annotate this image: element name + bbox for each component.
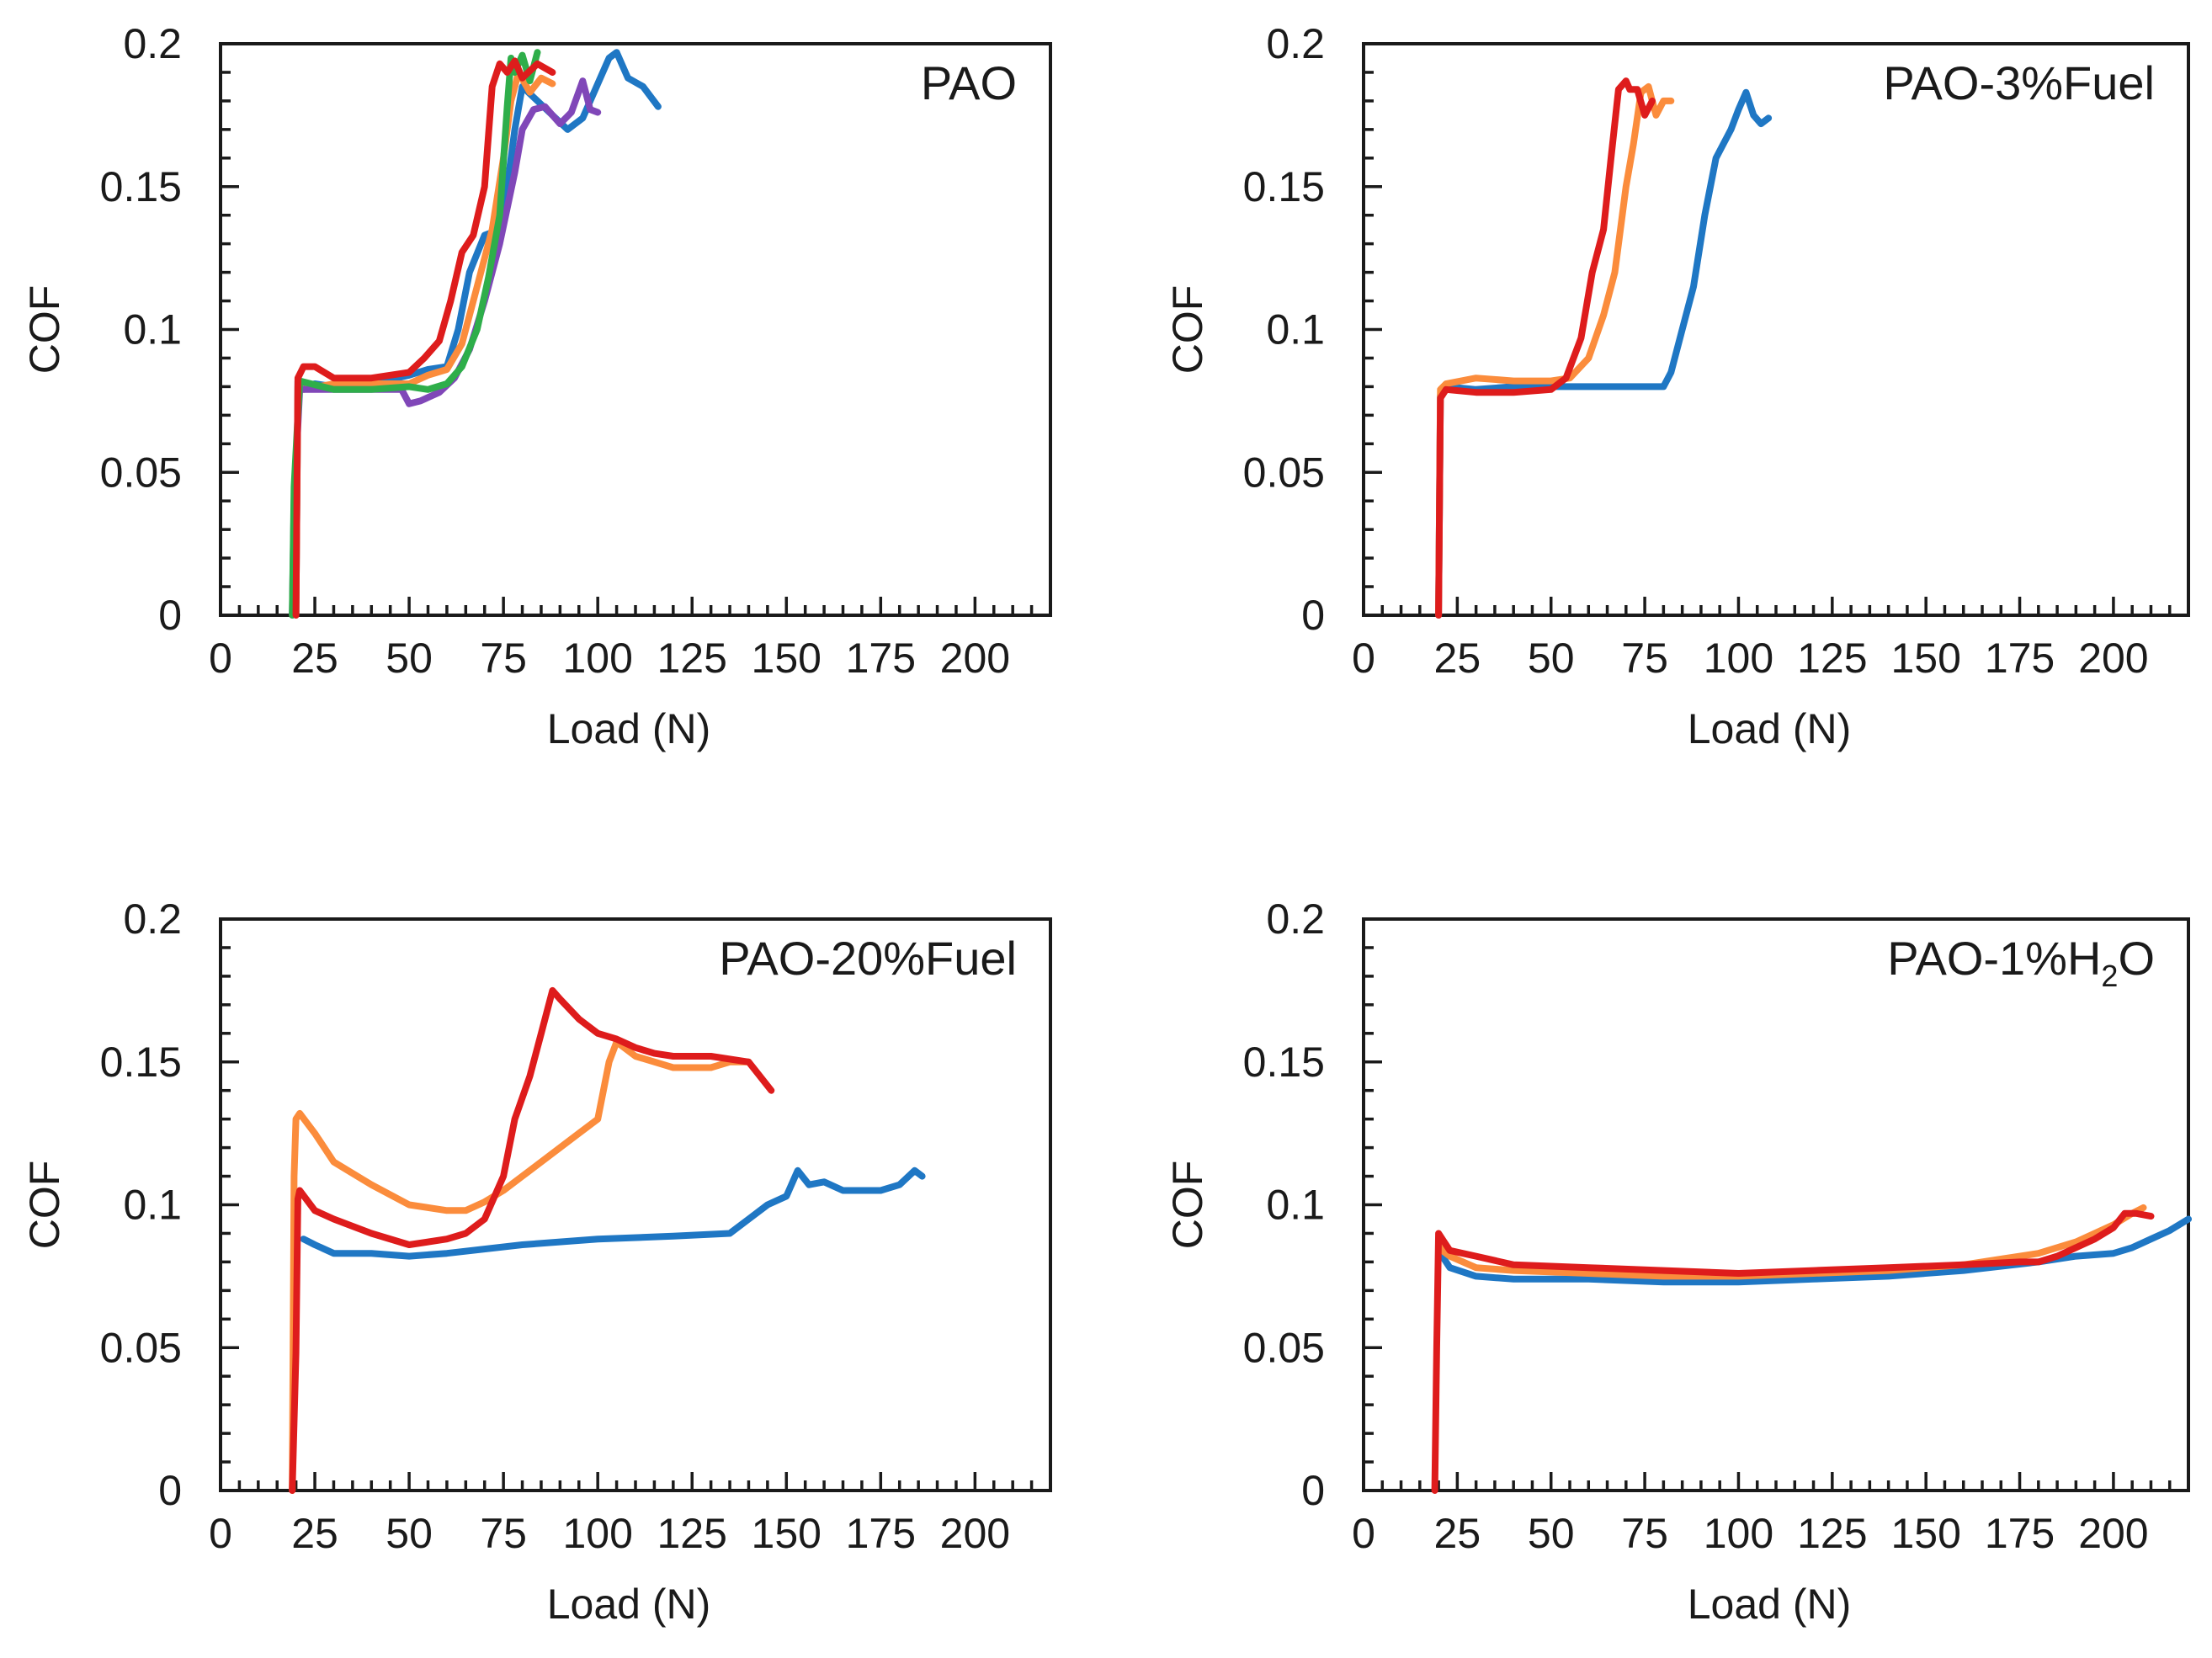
y-tick-label: 0 [158,592,182,639]
chart-panel-pao-3pct-fuel: 0 25 50 75 100 125 150 175 200 0 0.05 0.1 0.15 0.2 Loa… [1164,20,2190,752]
x-tick-label: 75 [1621,635,1668,682]
y-tick-label: 0.15 [100,163,182,210]
x-axis-title: Load (N) [547,1581,711,1628]
y-tick-label: 0.15 [1243,163,1325,210]
x-tick-label: 25 [291,1510,338,1557]
series-line-3 [1435,77,1656,619]
x-tick-label: 25 [1434,1510,1481,1557]
y-tick-label: 0 [158,1467,182,1514]
plot-area-frame [1362,917,2190,1492]
x-tick-label: 75 [480,635,527,682]
y-tick-label: 0 [1301,592,1325,639]
y-tick-label: 0.1 [1266,1182,1325,1229]
y-tick-label: 0.1 [123,306,182,353]
chart-panel-pao-1pct-h2o: 0 25 50 75 100 125 150 175 200 0 0.05 0.1 0.15 0.2 Loa… [1164,895,2192,1628]
x-tick-label: 75 [480,1510,527,1557]
x-tick-label: 125 [657,635,727,682]
series-line-1 [1435,1215,2192,1286]
x-tick-label: 150 [752,1510,822,1557]
y-axis-title: COF [1164,1161,1211,1250]
y-tick-label: 0.15 [1243,1039,1325,1086]
x-tick-label: 125 [1797,635,1867,682]
x-tick-label: 75 [1621,1510,1668,1557]
x-tick-label: 0 [1352,1510,1375,1557]
y-tick-label: 0.1 [123,1182,182,1229]
x-tick-label: 50 [1528,1510,1575,1557]
series-line-3 [289,986,775,1494]
y-tick-label: 0.2 [123,20,182,67]
chart-panel-pao: 0 25 50 75 100 125 150 175 200 0 0.05 0.1 0.15 0.2 Loa… [21,20,1052,752]
series-line-1 [300,1166,926,1260]
x-tick-label: 100 [562,635,632,682]
x-tick-label: 200 [940,635,1010,682]
y-tick-label: 0.05 [1243,1324,1325,1371]
x-tick-label: 175 [1985,1510,2055,1557]
x-tick-label: 100 [562,1510,632,1557]
panel-label-text: PAO [921,56,1017,109]
panel-label: PAO-3%Fuel [1883,56,2155,109]
panel-label-text: PAO-20%Fuel [719,932,1017,985]
x-tick-label: 25 [291,635,338,682]
y-tick-label: 0.2 [123,895,182,943]
y-tick-label: 0.05 [100,1324,182,1371]
panel-label-text: PAO-3%Fuel [1883,56,2155,109]
plot-area-frame [219,917,1052,1492]
series-line-2 [289,1039,752,1494]
x-tick-label: 125 [657,1510,727,1557]
y-tick-label: 0 [1301,1467,1325,1514]
x-tick-label: 175 [1985,635,2055,682]
panel-label-text-end: O [2118,932,2155,985]
series-line-3 [1431,1209,2155,1494]
x-tick-label: 175 [846,1510,916,1557]
x-axis-title: Load (N) [547,705,711,752]
y-tick-label: 0.05 [100,449,182,496]
x-tick-label: 0 [209,1510,232,1557]
panel-label: PAO-1%H2O [1887,932,2155,993]
y-tick-label: 0.1 [1266,306,1325,353]
y-tick-label: 0.15 [100,1039,182,1086]
chart-panel-pao-20pct-fuel: 0 25 50 75 100 125 150 175 200 0 0.05 0.1 0.15 0.2 Loa… [21,895,1052,1628]
panel-label-text: PAO-1%H [1887,932,2101,985]
panel-label-subscript: 2 [2101,959,2118,993]
x-tick-label: 200 [2078,1510,2148,1557]
y-axis-title: COF [1164,285,1211,375]
x-tick-label: 200 [2078,635,2148,682]
x-tick-label: 50 [1528,635,1575,682]
x-tick-label: 150 [752,635,822,682]
x-tick-label: 125 [1797,1510,1867,1557]
x-tick-label: 50 [386,1510,433,1557]
y-tick-label: 0.2 [1266,20,1325,67]
x-tick-label: 150 [1890,1510,1960,1557]
plot-area-frame [219,42,1052,617]
series-line-2 [1435,82,1675,619]
panel-label: PAO-20%Fuel [719,932,1017,985]
y-axis-title: COF [21,285,68,375]
x-tick-label: 175 [846,635,916,682]
plot-area-frame [1362,42,2190,617]
series-line-3 [289,77,602,619]
x-tick-label: 0 [209,635,232,682]
y-tick-label: 0.05 [1243,449,1325,496]
x-tick-label: 50 [386,635,433,682]
x-tick-label: 200 [940,1510,1010,1557]
x-tick-label: 100 [1704,1510,1773,1557]
series-line-4 [289,49,541,619]
panel-label: PAO [921,56,1017,109]
x-tick-label: 0 [1352,635,1375,682]
x-tick-label: 100 [1704,635,1773,682]
x-axis-title: Load (N) [1688,1581,1852,1628]
x-tick-label: 150 [1890,635,1960,682]
x-tick-label: 25 [1434,635,1481,682]
x-axis-title: Load (N) [1688,705,1852,752]
series-line-5 [292,57,556,619]
series-line-1 [1435,88,1773,619]
y-axis-title: COF [21,1161,68,1250]
y-tick-label: 0.2 [1266,895,1325,943]
